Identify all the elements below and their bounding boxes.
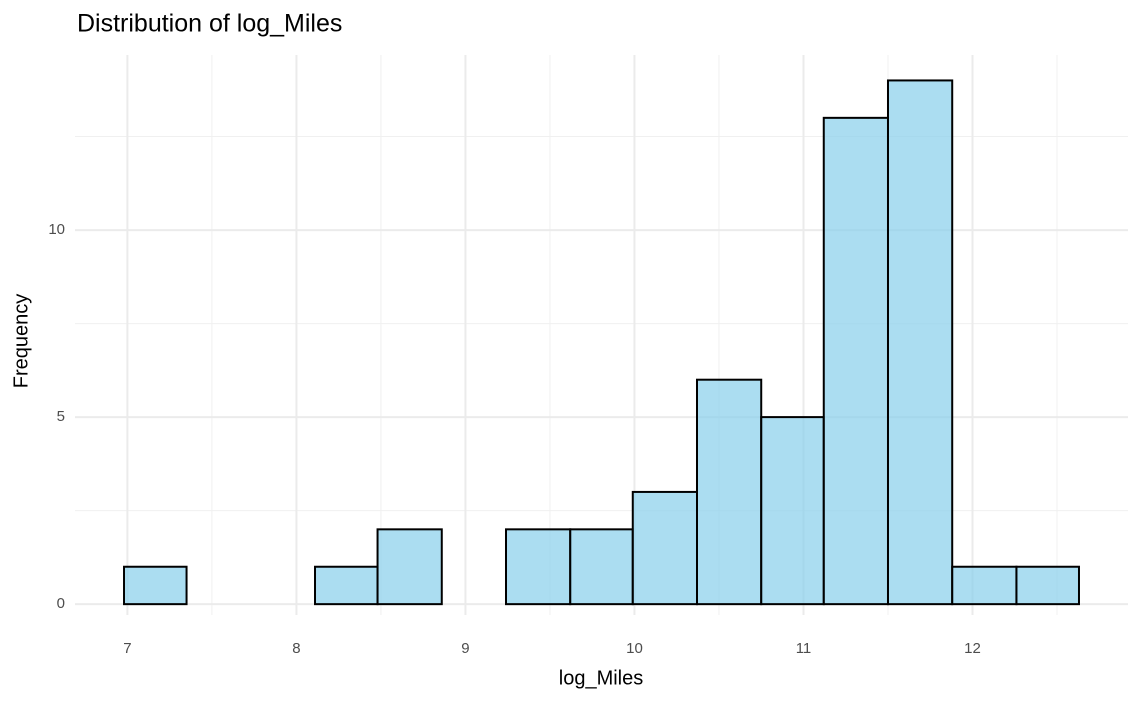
bar [695,378,763,606]
bar [123,565,188,606]
y-tick-label: 5 [57,408,65,425]
x-tick-label: 8 [292,640,300,657]
bar [505,528,572,606]
bar [951,565,1018,606]
bar [822,116,889,606]
bar [1015,565,1080,606]
bar [760,416,825,606]
y-axis-label: Frequency [10,294,32,389]
x-axis-label: log_Miles [559,667,643,689]
bar [376,528,443,606]
bar [886,79,954,606]
x-tick-label: 10 [626,640,643,657]
bar [314,565,379,606]
x-tick-label: 11 [796,640,812,657]
y-tick-label: 0 [57,595,65,612]
x-tick-label: 12 [964,640,981,657]
chart-title: Distribution of log_Miles [77,10,342,38]
y-tick-label: 10 [48,221,65,238]
x-tick-label: 7 [123,640,131,657]
bar [569,528,634,606]
x-tick-label: 9 [461,640,469,657]
bar [631,490,698,606]
